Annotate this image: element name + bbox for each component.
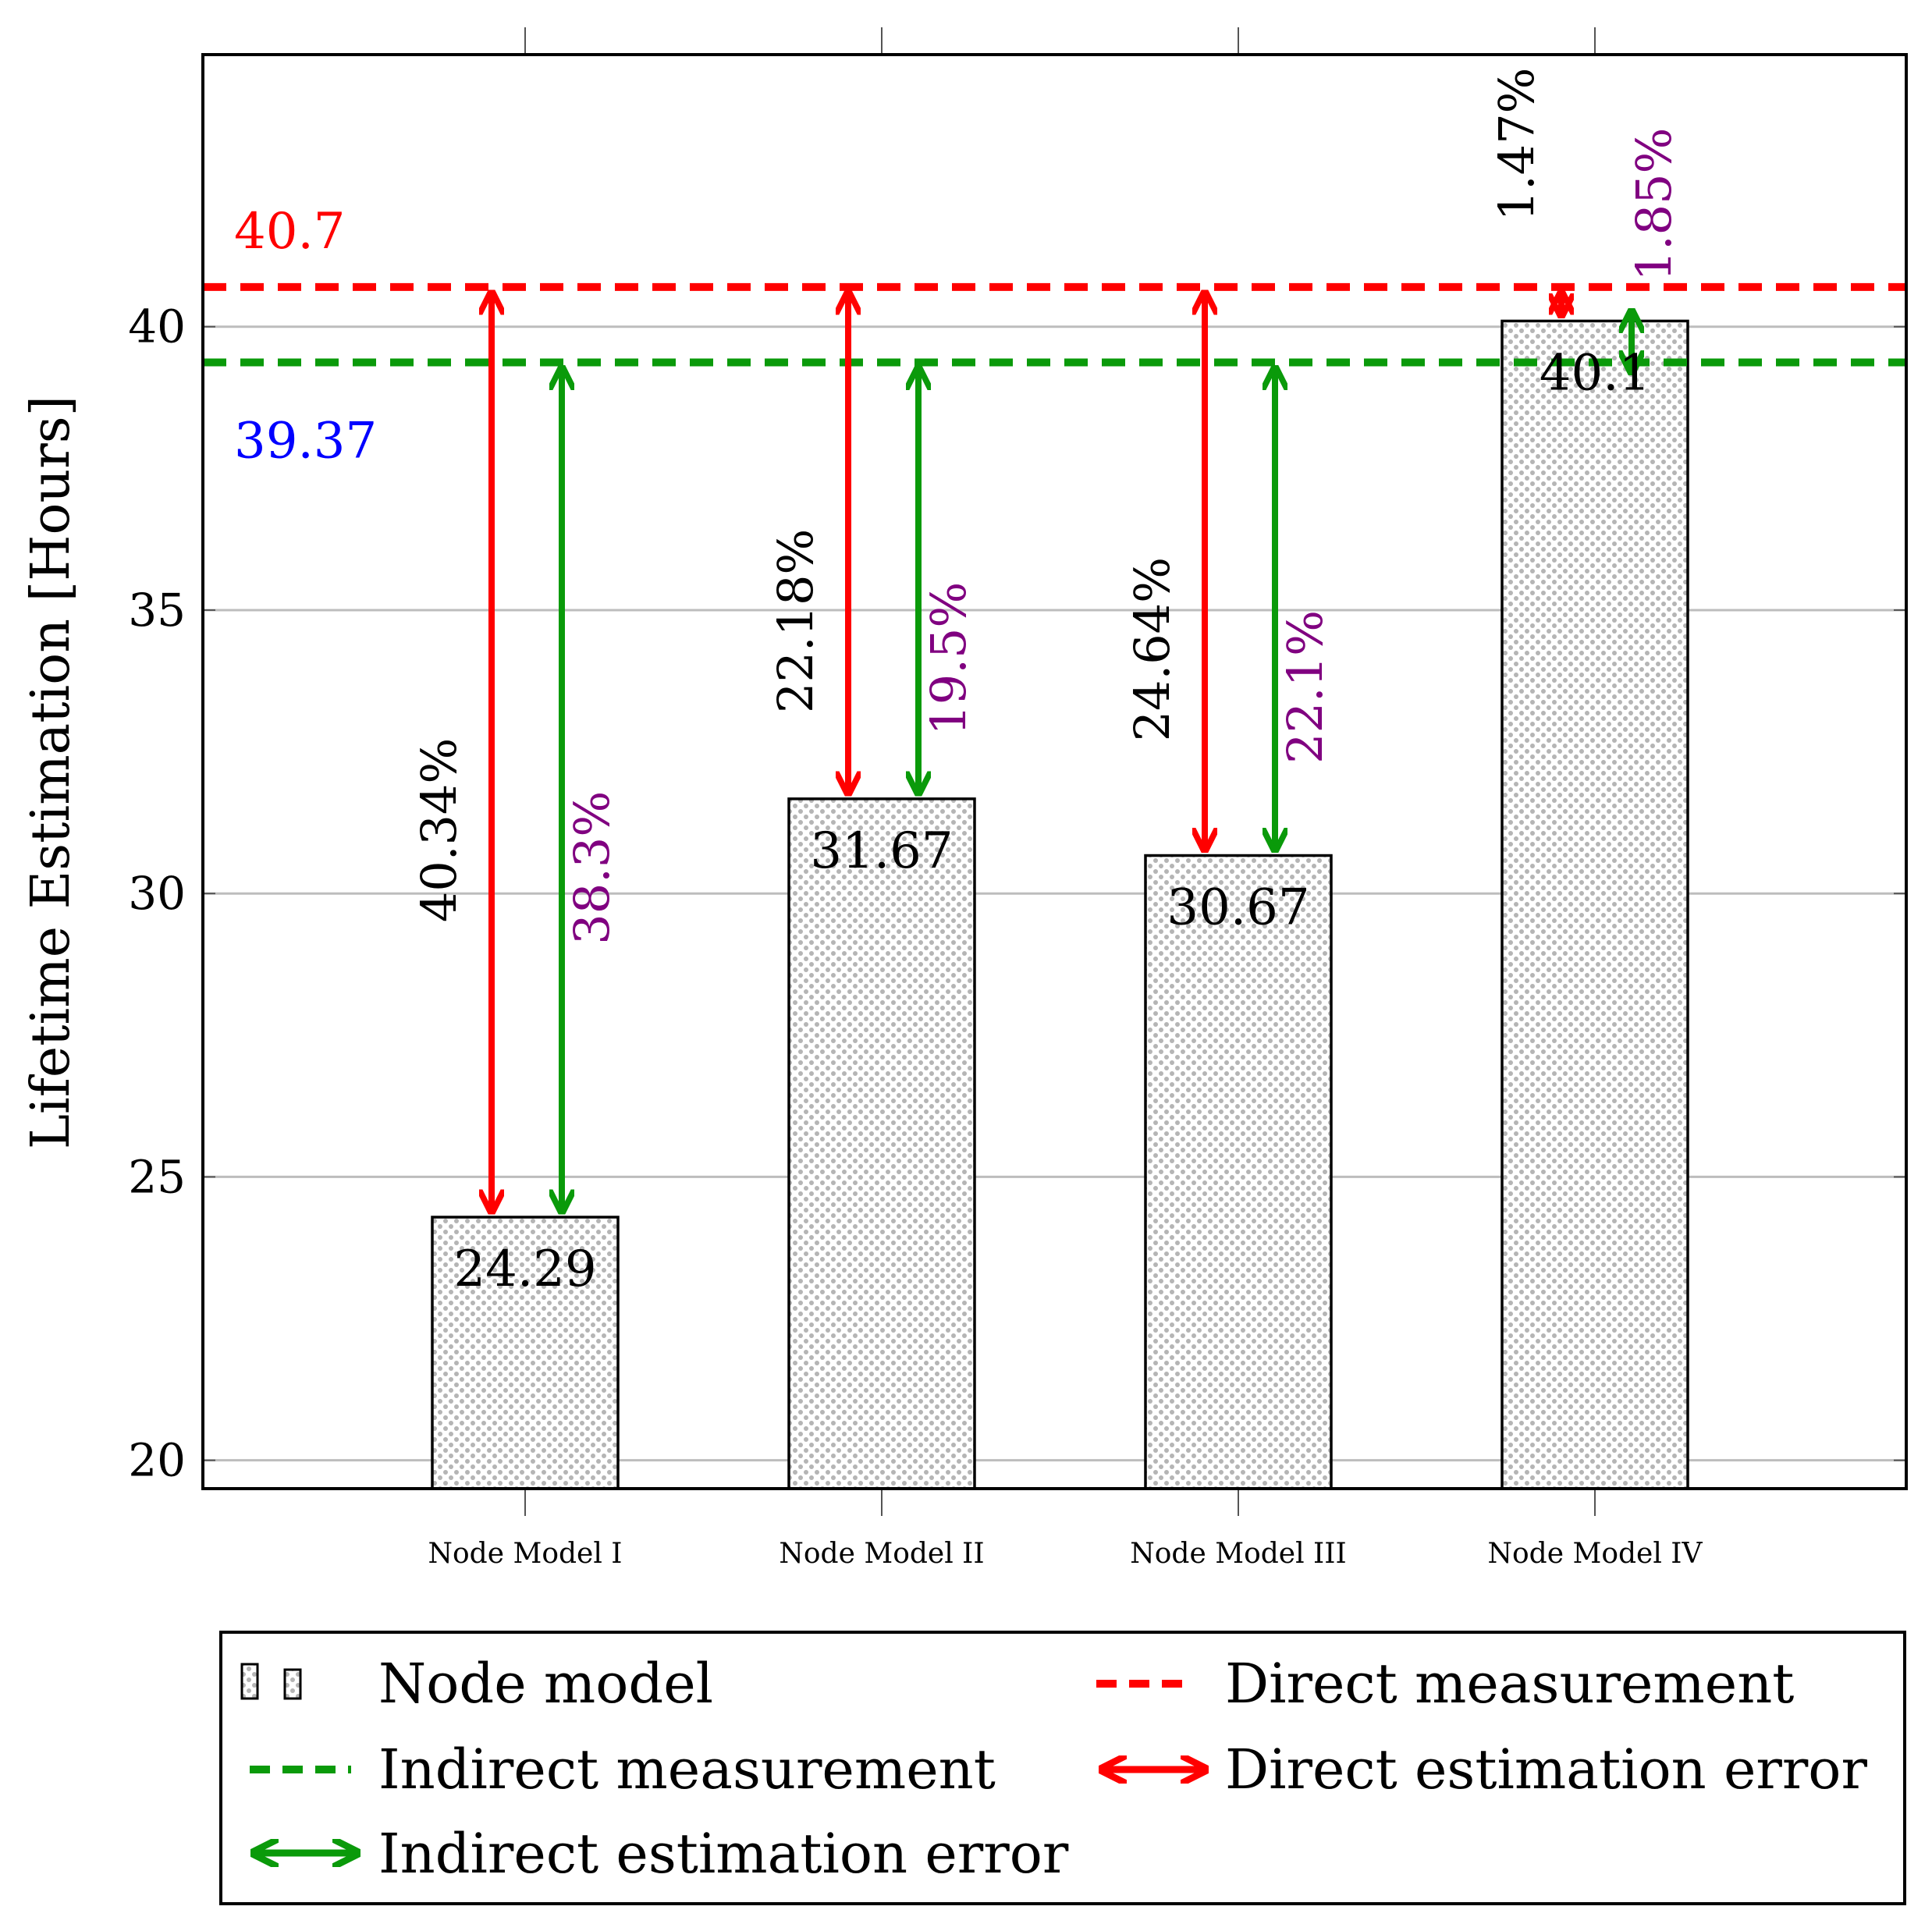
legend-label-direct-measurement: Direct measurement — [1225, 1652, 1794, 1716]
indirect-measurement-value-label: 39.37 — [234, 412, 377, 470]
legend-label-indirect-measurement: Indirect measurement — [378, 1738, 996, 1802]
bar-2 — [787, 797, 976, 1490]
bar-1 — [431, 1216, 620, 1490]
indirect-error-label: 38.3% — [563, 791, 620, 945]
direct-error-label: 1.47% — [1488, 68, 1545, 222]
bar-value-label: 30.67 — [1167, 879, 1309, 937]
legend: Node model Direct measurement Indirect m… — [219, 1631, 1906, 1905]
bar-4 — [1500, 319, 1689, 1490]
legend-label-node-model: Node model — [378, 1652, 713, 1716]
bar-value-label: 40.1 — [1540, 344, 1651, 402]
y-tick-label: 25 — [128, 1150, 186, 1203]
direct-error-label: 22.18% — [767, 529, 824, 713]
legend-node-model: Node model — [240, 1652, 713, 1716]
direct-error-label: 40.34% — [410, 738, 467, 922]
y-tick-label: 20 — [128, 1434, 186, 1487]
indirect-error-label: 22.1% — [1277, 610, 1334, 764]
x-tick-label: Node Model I — [428, 1538, 622, 1570]
bar-value-label: 31.67 — [810, 822, 953, 880]
indirect-error-label: 19.5% — [920, 582, 977, 736]
y-axis-label: Lifetime Estimation [Hours] — [20, 396, 82, 1149]
bar-3 — [1144, 854, 1333, 1490]
x-tick-label: Node Model IV — [1487, 1538, 1703, 1570]
legend-label-direct-estimation-error: Direct estimation error — [1225, 1738, 1867, 1802]
x-tick-label: Node Model III — [1130, 1538, 1346, 1570]
direct-error-label: 24.64% — [1124, 557, 1181, 741]
direct-measurement-value-label: 40.7 — [234, 203, 346, 261]
bar-value-label: 24.29 — [453, 1241, 596, 1298]
plot-frame — [201, 53, 1908, 1490]
legend-label-indirect-estimation-error: Indirect estimation error — [378, 1822, 1069, 1886]
legend-indirect-estimation-error: Indirect estimation error — [256, 1822, 1069, 1886]
legend-indirect-measurement: Indirect measurement — [250, 1738, 996, 1802]
legend-direct-estimation-error: Direct estimation error — [1104, 1738, 1867, 1802]
indirect-error-label: 1.85% — [1625, 128, 1682, 282]
y-tick-label: 40 — [128, 300, 186, 353]
legend-direct-measurement: Direct measurement — [1096, 1652, 1794, 1716]
y-tick-label: 30 — [128, 867, 186, 920]
x-tick-label: Node Model II — [779, 1538, 984, 1570]
y-tick-label: 35 — [128, 584, 186, 637]
